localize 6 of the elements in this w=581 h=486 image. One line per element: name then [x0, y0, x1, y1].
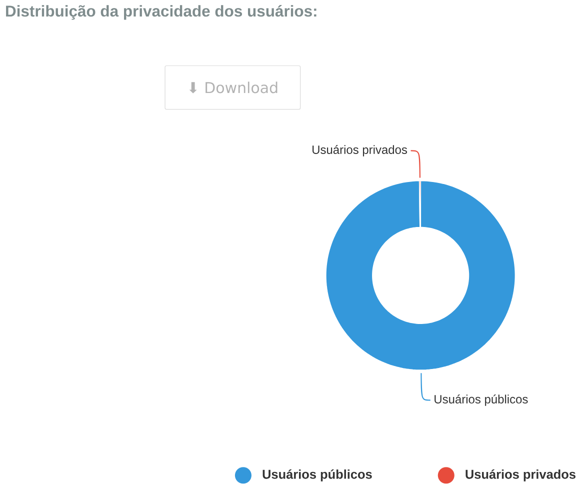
slice-label: Usuários públicos — [434, 394, 528, 406]
chart-title: Distribuição da privacidade dos usuários: — [6, 4, 316, 20]
legend-label: Usuários privados — [466, 469, 576, 482]
slice-label: Usuários privados — [312, 144, 408, 156]
text: ⬇ Download — [189, 82, 278, 94]
legend-label: Usuários públicos — [262, 469, 372, 482]
